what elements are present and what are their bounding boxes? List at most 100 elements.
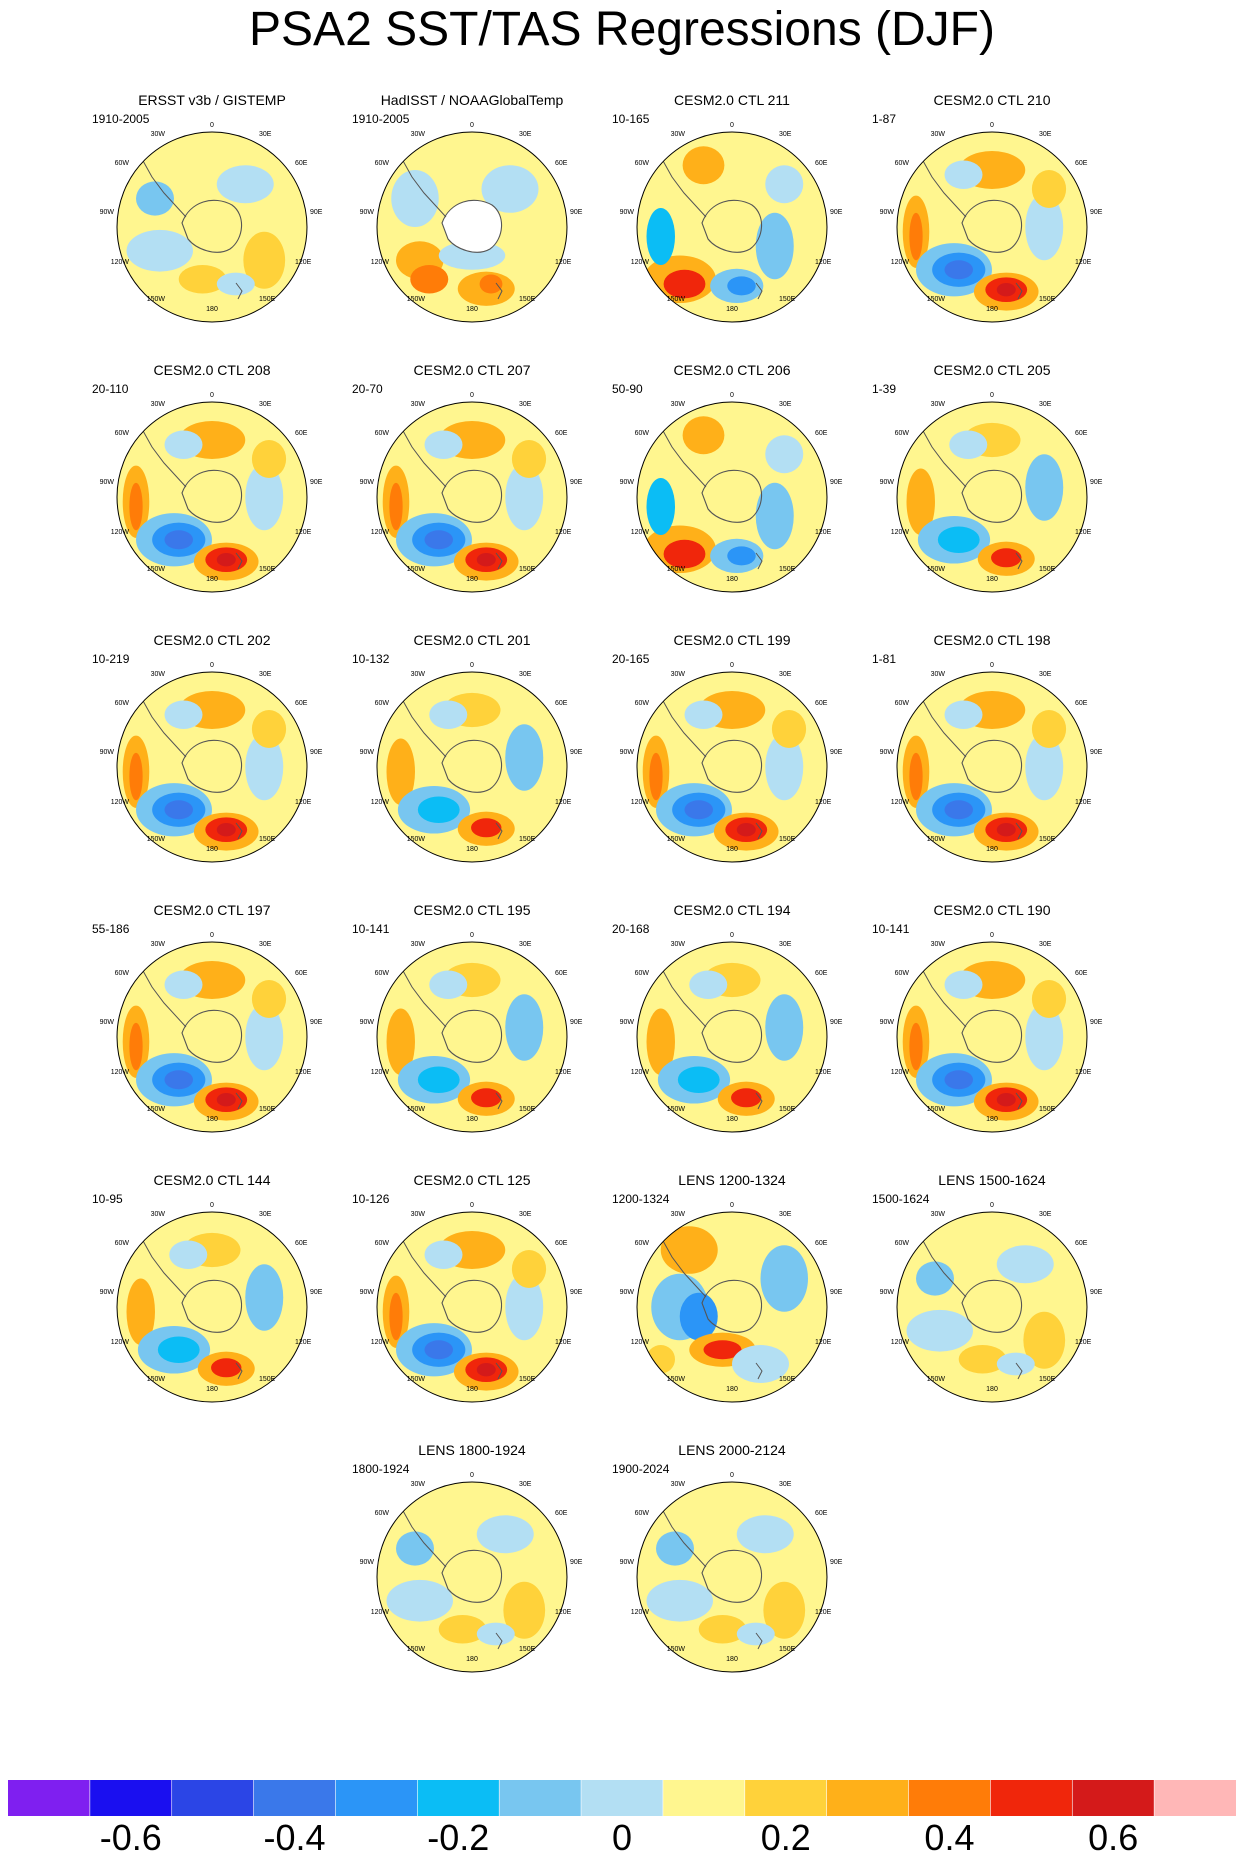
polar-map: 0 30W 30E 60W 60E 90W 90E 120W 120E 150W 150E 180: [620, 1472, 843, 1673]
panel-years: 10-132: [352, 652, 390, 666]
anomaly-contour: [677, 1066, 720, 1094]
anomaly-contour: [944, 700, 983, 729]
longitude-label: 60E: [815, 970, 828, 977]
anomaly-contour: [996, 1245, 1054, 1284]
anomaly-contour: [391, 170, 439, 227]
anomaly-contour: [646, 208, 675, 265]
longitude-label: 120W: [891, 529, 910, 536]
longitude-label: 120E: [295, 529, 312, 536]
polar-map: 0 30W 30E 60W 60E 90W 90E 120W 120E 150W 150E 180: [880, 392, 1103, 593]
colorbar-tick-label: -0.2: [427, 1817, 490, 1858]
longitude-label: 60E: [555, 1240, 568, 1247]
longitude-label: 150W: [147, 566, 166, 573]
map-border: [116, 1211, 308, 1403]
longitude-label: 180: [726, 1656, 738, 1663]
anomaly-contour: [251, 710, 287, 748]
colorbar-swatch: [1154, 1780, 1236, 1816]
longitude-label: 150W: [667, 1646, 686, 1653]
longitude-label: 60W: [115, 160, 130, 167]
longitude-label: 120W: [891, 1339, 910, 1346]
longitude-label: 90W: [360, 209, 375, 216]
colorbar-swatch: [253, 1780, 336, 1816]
colorbar-swatch: [908, 1780, 991, 1816]
new-zealand-coastline: [755, 282, 763, 300]
longitude-label: 120W: [371, 1339, 390, 1346]
anomaly-contour: [656, 1531, 694, 1566]
map-panel: CESM2.0 CTL 194 20-168 0 30W 30E 60W 60E 90W 90E…: [602, 902, 862, 1167]
anomaly-contour: [476, 1515, 534, 1554]
longitude-label: 60E: [815, 160, 828, 167]
longitude-label: 90E: [310, 749, 323, 756]
longitude-label: 0: [470, 932, 474, 939]
new-zealand-coastline: [1015, 1092, 1023, 1110]
longitude-label: 180: [986, 576, 998, 583]
longitude-label: 120W: [891, 1069, 910, 1076]
anomaly-contour: [511, 1250, 547, 1288]
longitude-label: 30W: [151, 941, 166, 948]
longitude-label: 120E: [1075, 1069, 1092, 1076]
polar-map: 0 30W 30E 60W 60E 90W 90E 120W 120E 150W 150E 180: [100, 1202, 323, 1403]
longitude-label: 120E: [295, 799, 312, 806]
longitude-label: 60E: [1075, 1240, 1088, 1247]
map-border: [636, 401, 828, 593]
colorbar-tick-label: 0.2: [760, 1817, 811, 1858]
longitude-label: 150E: [1039, 566, 1056, 573]
longitude-label: 30W: [151, 1211, 166, 1218]
panel-years: 50-90: [612, 382, 643, 396]
anomaly-contour: [216, 272, 255, 296]
longitude-label: 30E: [1039, 671, 1052, 678]
longitude-label: 60E: [295, 430, 308, 437]
map-panel: CESM2.0 CTL 206 50-90 0 30W 30E 60W 60E 90W 90E 1…: [602, 362, 862, 627]
anomaly-contour: [646, 1579, 713, 1622]
anomaly-contour: [471, 818, 502, 838]
longitude-label: 60E: [1075, 970, 1088, 977]
south-america-coastline: [661, 158, 707, 218]
south-america-coastline: [921, 968, 967, 1028]
polar-map: 0 30W 30E 60W 60E 90W 90E 120W 120E 150W 150E 180: [880, 1202, 1103, 1403]
anomaly-contour: [958, 1345, 1007, 1374]
panel-years: 10-141: [872, 922, 910, 936]
polar-map: 0 30W 30E 60W 60E 90W 90E 120W 120E 150W 150E 180: [100, 932, 323, 1133]
polar-map: 0 30W 30E 60W 60E 90W 90E 120W 120E 150W 150E 180: [880, 122, 1103, 323]
longitude-label: 90E: [830, 1289, 843, 1296]
longitude-label: 60E: [1075, 430, 1088, 437]
anomaly-contour: [944, 970, 983, 999]
longitude-label: 150E: [519, 836, 536, 843]
panel-title: CESM2.0 CTL 194: [673, 902, 791, 918]
anomaly-contour: [937, 526, 980, 554]
map-border: [376, 1211, 568, 1403]
longitude-label: 120E: [555, 1339, 572, 1346]
longitude-label: 60W: [895, 430, 910, 437]
longitude-label: 30W: [931, 1211, 946, 1218]
map-border: [376, 1481, 568, 1673]
longitude-label: 90W: [620, 1289, 635, 1296]
anomaly-contour: [164, 530, 193, 550]
colorbar-tick-label: -0.6: [99, 1817, 162, 1858]
longitude-label: 0: [730, 662, 734, 669]
panel-title: CESM2.0 CTL 144: [153, 1172, 271, 1188]
map-border: [636, 131, 828, 323]
panel-title: CESM2.0 CTL 210: [933, 92, 1051, 108]
anomaly-contour: [689, 970, 728, 999]
longitude-label: 150E: [519, 1646, 536, 1653]
anomaly-contour: [389, 1292, 403, 1341]
longitude-label: 30E: [519, 1481, 532, 1488]
longitude-label: 120W: [891, 799, 910, 806]
longitude-label: 120E: [555, 259, 572, 266]
anomaly-contour: [663, 539, 706, 569]
antarctica-coastline: [181, 739, 243, 793]
longitude-label: 120W: [631, 259, 650, 266]
longitude-label: 30W: [151, 671, 166, 678]
longitude-label: 0: [210, 392, 214, 399]
longitude-label: 30E: [779, 1211, 792, 1218]
map-panel: LENS 2000-2124 1900-2024 0 30W 30E 60W 60E 90W 9…: [602, 1442, 862, 1707]
field-background: [637, 1482, 827, 1672]
map-panel: LENS 1800-1924 1800-1924 0 30W 30E 60W 60E 90W 9…: [342, 1442, 602, 1707]
anomaly-contour: [164, 1070, 193, 1090]
longitude-label: 90E: [310, 479, 323, 486]
longitude-label: 120W: [371, 1609, 390, 1616]
map-border: [116, 401, 308, 593]
south-america-coastline: [401, 428, 447, 488]
polar-map: 0 30W 30E 60W 60E 90W 90E 120W 120E 150W 150E 180: [620, 932, 843, 1133]
anomaly-contour: [909, 1022, 923, 1071]
